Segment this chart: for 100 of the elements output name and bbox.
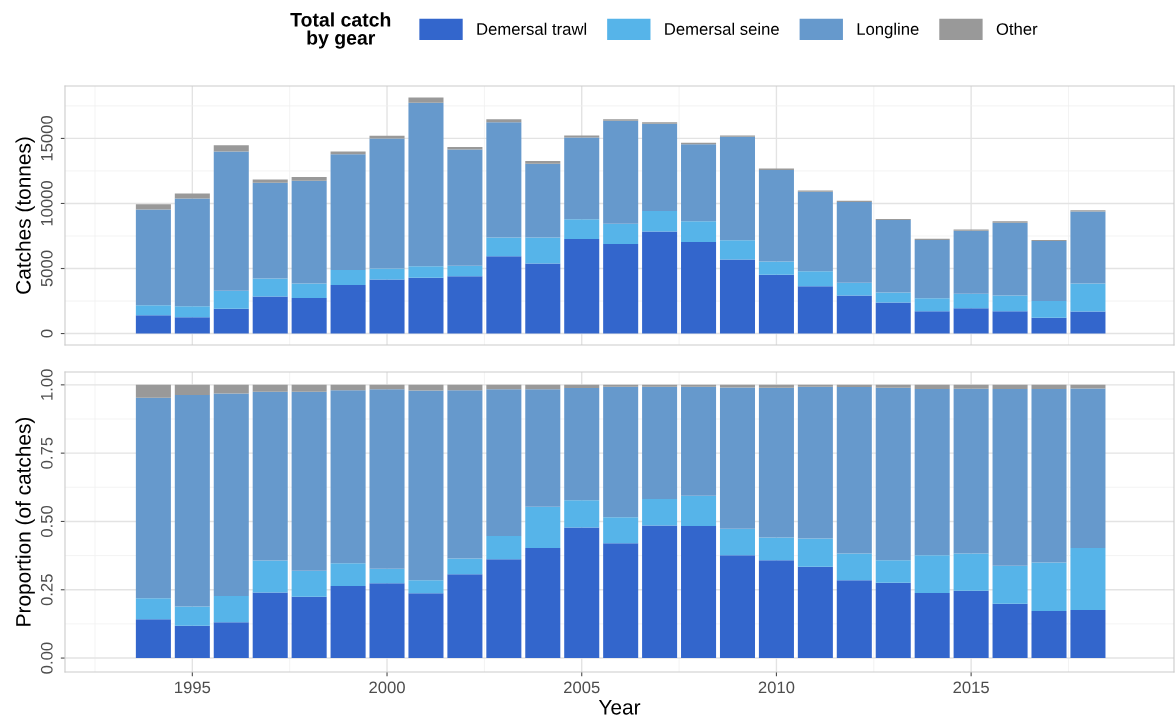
bar — [642, 231, 678, 334]
bar — [330, 284, 366, 334]
bar — [603, 543, 639, 659]
bar — [486, 559, 522, 659]
bar — [369, 268, 405, 280]
bar — [1031, 384, 1067, 389]
bar — [252, 592, 288, 659]
bar — [486, 384, 522, 390]
bar — [525, 384, 561, 390]
bar — [291, 384, 327, 392]
bar — [875, 302, 911, 334]
bar — [252, 296, 288, 334]
bar — [447, 265, 483, 277]
x-tick-label: 2005 — [564, 681, 600, 694]
bar — [408, 97, 444, 103]
bar — [213, 151, 249, 291]
bar — [213, 393, 249, 597]
bar — [1031, 300, 1067, 318]
bar — [291, 297, 327, 334]
x-tick-label: 1995 — [175, 681, 211, 694]
bar — [213, 596, 249, 623]
x-tick-label: 2015 — [953, 681, 989, 694]
bar — [135, 598, 171, 620]
bar — [291, 283, 327, 298]
bar — [758, 261, 794, 275]
bar — [174, 317, 210, 334]
bar — [758, 387, 794, 538]
bar — [525, 547, 561, 659]
bar — [681, 386, 717, 496]
bar — [1070, 547, 1106, 610]
bar — [797, 538, 833, 567]
bar — [447, 384, 483, 391]
bar — [369, 384, 405, 390]
bar — [330, 270, 366, 285]
bar — [603, 223, 639, 245]
bar — [992, 222, 1028, 296]
bar — [213, 290, 249, 309]
bar — [447, 276, 483, 334]
bar — [252, 560, 288, 593]
bar — [135, 209, 171, 306]
bar — [330, 390, 366, 564]
bar — [681, 526, 717, 659]
bar — [914, 239, 950, 299]
bar — [447, 149, 483, 266]
bar — [797, 566, 833, 659]
bar — [836, 387, 872, 554]
bar — [1031, 388, 1067, 563]
bar — [875, 384, 911, 388]
bar — [252, 179, 288, 183]
legend-label: Demersal trawl — [477, 22, 587, 35]
bar — [719, 259, 756, 334]
bar — [525, 237, 561, 264]
y-tick-label: 1.00 — [40, 369, 53, 400]
bar — [1031, 611, 1067, 659]
bar — [681, 242, 717, 334]
bar — [291, 596, 327, 659]
bar — [1070, 311, 1106, 334]
bar — [719, 136, 756, 241]
y-tick-label: 0.75 — [40, 437, 53, 469]
legend-label: Longline — [857, 22, 919, 39]
bar — [135, 305, 171, 316]
bar — [681, 144, 717, 222]
bar — [486, 237, 522, 257]
bar — [408, 266, 444, 278]
bar — [330, 384, 366, 391]
bar — [914, 311, 950, 334]
bar — [875, 387, 911, 561]
bar — [525, 263, 561, 334]
bar — [758, 274, 794, 334]
legend-label: Other — [996, 22, 1038, 35]
bar — [564, 388, 600, 501]
bar — [836, 580, 872, 659]
bar — [642, 123, 678, 212]
bar — [486, 122, 522, 238]
bar — [135, 384, 171, 398]
bar — [369, 389, 405, 569]
bar — [642, 386, 678, 500]
bar — [992, 384, 1028, 389]
bar — [719, 387, 756, 529]
bar — [1070, 283, 1106, 312]
bar — [758, 560, 794, 659]
bar — [681, 221, 717, 243]
bar — [525, 506, 561, 548]
bar — [564, 219, 600, 240]
bar — [408, 384, 444, 391]
bar — [174, 625, 210, 659]
bar — [603, 517, 639, 544]
bar — [603, 386, 639, 518]
bar — [525, 161, 561, 164]
bar — [642, 499, 678, 526]
y-tick-label: 0 — [40, 329, 53, 338]
bar — [486, 256, 522, 334]
bar — [797, 286, 833, 334]
bar — [992, 603, 1028, 659]
y-tick-label: 0.25 — [40, 574, 53, 606]
bar — [252, 182, 288, 279]
y-tick-label: 5000 — [40, 250, 53, 287]
bar — [797, 191, 833, 272]
bar — [992, 565, 1028, 604]
bar — [447, 390, 483, 559]
